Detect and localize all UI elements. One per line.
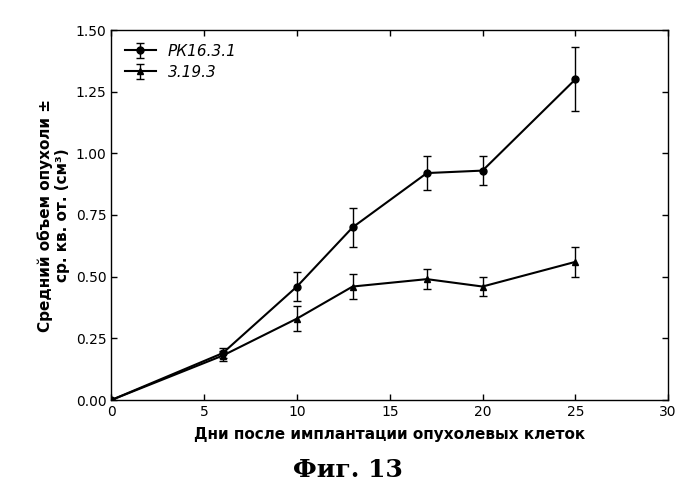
Text: Фиг. 13: Фиг. 13 [293, 458, 403, 482]
X-axis label: Дни после имплантации опухолевых клеток: Дни после имплантации опухолевых клеток [194, 427, 585, 442]
Y-axis label: Средний объем опухоли ±
ср. кв. от. (см³): Средний объем опухоли ± ср. кв. от. (см³… [37, 98, 70, 332]
Legend: РК16.3.1, 3.19.3: РК16.3.1, 3.19.3 [119, 38, 243, 86]
